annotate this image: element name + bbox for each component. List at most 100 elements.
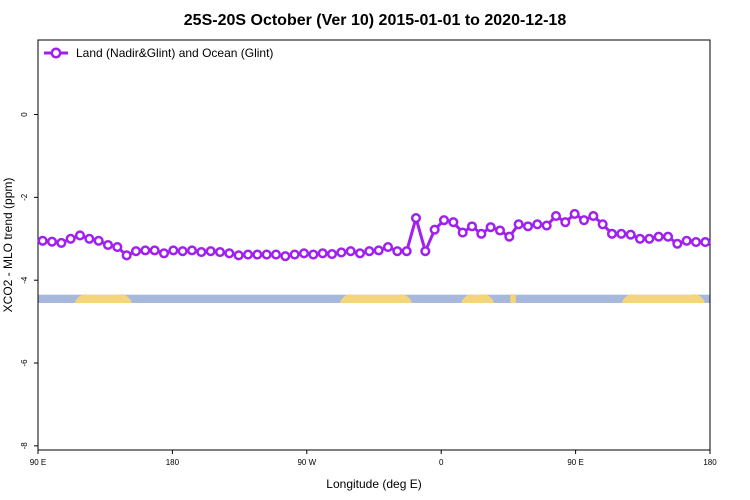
data-point [74, 230, 86, 241]
data-point [448, 217, 459, 228]
data-point [252, 249, 263, 260]
series-layer [37, 208, 711, 262]
data-point [634, 233, 646, 244]
data-point [532, 219, 543, 230]
data-point [336, 247, 347, 258]
y-tick-label: -2 [20, 193, 29, 201]
data-point [616, 228, 627, 239]
y-tick-label: -8 [20, 442, 29, 450]
data-point [420, 246, 431, 257]
data-point [662, 231, 674, 242]
data-point [121, 250, 132, 261]
data-point [476, 228, 487, 239]
data-point [588, 210, 599, 222]
x-tick-label: 180 [166, 458, 180, 467]
data-point [56, 237, 67, 248]
data-point [186, 245, 198, 256]
data-point [401, 246, 412, 257]
data-point [317, 248, 328, 259]
data-point [504, 231, 515, 242]
data-point [289, 249, 300, 260]
y-tick-label: 0 [20, 112, 29, 117]
data-point [382, 242, 394, 253]
data-point [578, 215, 590, 226]
data-point [513, 219, 524, 230]
data-point [429, 224, 440, 235]
data-point [37, 235, 48, 246]
data-point [140, 245, 151, 256]
x-tick-label: 90 E [567, 458, 583, 467]
data-point [93, 235, 104, 246]
data-point [130, 246, 142, 257]
x-tick-label: 90 E [30, 458, 46, 467]
data-point [606, 228, 618, 239]
data-point [233, 250, 244, 261]
y-tick-label: -6 [20, 359, 29, 367]
data-point [280, 251, 291, 262]
data-point [308, 249, 319, 260]
land-band-segment [75, 294, 132, 303]
data-point [168, 245, 179, 256]
y-axis: 0 -2 -4 -6 -8 [20, 112, 38, 450]
legend-marker [50, 47, 62, 59]
data-point [298, 248, 310, 259]
data-point [597, 219, 608, 230]
y-tick-label: -4 [20, 276, 29, 284]
data-point [224, 248, 235, 259]
data-point [410, 213, 422, 224]
data-point [522, 221, 534, 232]
data-point [112, 242, 123, 253]
data-point [653, 231, 664, 242]
data-point [625, 229, 636, 240]
data-point [158, 248, 170, 259]
x-tick-label: 0 [439, 458, 444, 467]
data-point [560, 217, 571, 228]
data-point [681, 235, 692, 246]
data-point [196, 246, 207, 258]
x-tick-label: 90 W [297, 458, 316, 467]
data-point [214, 246, 226, 258]
data-point [672, 238, 683, 249]
data-point [457, 227, 468, 238]
data-point [494, 225, 506, 236]
data-point [102, 239, 114, 251]
surface-band [38, 293, 710, 303]
data-point [354, 248, 366, 259]
data-point [690, 237, 702, 248]
data-point [261, 249, 272, 260]
data-point [242, 249, 254, 260]
data-point [149, 245, 160, 256]
data-point [466, 221, 478, 232]
data-point [345, 246, 356, 257]
legend-label: Land (Nadir&Glint) and Ocean (Glint) [76, 46, 273, 60]
chart-title: 25S-20S October (Ver 10) 2015-01-01 to 2… [184, 12, 567, 29]
data-point [46, 236, 58, 247]
data-point [550, 210, 562, 222]
land-band-segment [622, 294, 705, 303]
y-axis-label: XCO2 - MLO trend (ppm) [1, 178, 15, 313]
data-point [270, 249, 282, 260]
x-axis-label: Longitude (deg E) [326, 477, 421, 491]
data-point [373, 245, 384, 256]
plot-frame [37, 39, 711, 451]
data-point [84, 233, 95, 244]
data-point [205, 246, 216, 257]
land-band-segment [510, 293, 516, 303]
data-point [364, 246, 375, 257]
x-axis: 90 E 180 90 W 0 90 E 180 [30, 450, 717, 467]
legend: Land (Nadir&Glint) and Ocean (Glint) [44, 46, 273, 60]
data-point [700, 237, 711, 248]
land-band-segment [461, 294, 494, 303]
data-point [569, 208, 580, 219]
data-point [541, 220, 552, 231]
x-tick-label: 180 [703, 458, 717, 467]
data-point [438, 215, 450, 226]
data-point [485, 222, 496, 233]
data-point [644, 233, 655, 244]
data-point [177, 246, 188, 257]
data-point [326, 249, 338, 260]
data-point [65, 233, 76, 244]
data-point [392, 246, 403, 257]
land-band-segment [340, 294, 412, 303]
